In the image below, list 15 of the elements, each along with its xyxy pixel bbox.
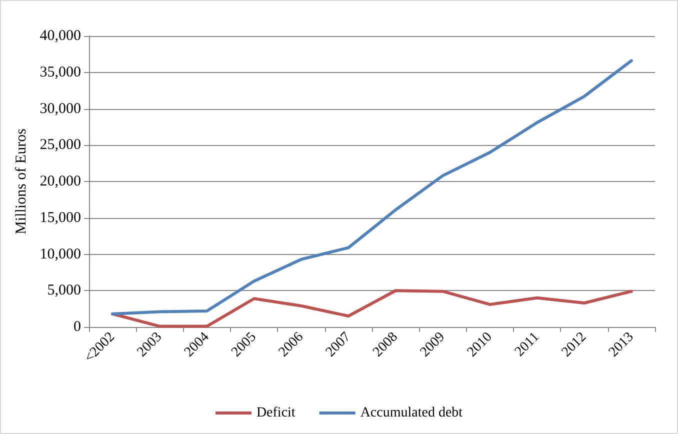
y-tick-label: 10,000 [40,246,81,262]
y-tick-label: 20,000 [40,174,81,190]
line-series [111,59,633,316]
y-axis-title: Millions of Euros [13,128,30,234]
y-tick-label: 40,000 [40,28,81,44]
legend-label: Accumulated debt [360,406,463,420]
y-tick-label: 15,000 [40,210,81,226]
line-series [111,289,633,328]
x-tick-label: 2011 [512,330,542,360]
legend-label: Deficit [256,406,296,420]
y-tick-label: 0 [74,319,81,335]
y-tick-label: 25,000 [40,137,81,154]
y-tick-label: 30,000 [40,100,81,117]
y-tick-label: 35,000 [40,64,81,80]
y-tick-label: 5,000 [47,282,81,299]
